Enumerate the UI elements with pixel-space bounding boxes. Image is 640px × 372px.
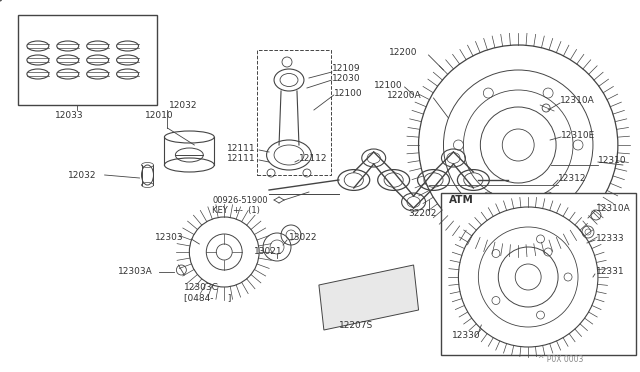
Bar <box>18 15 157 105</box>
Text: ATM: ATM <box>449 195 474 205</box>
Text: 12111: 12111 <box>227 154 256 163</box>
Text: 12310A: 12310A <box>560 96 595 105</box>
Text: 12033: 12033 <box>55 110 83 119</box>
Text: 12010: 12010 <box>145 110 173 119</box>
Text: 12030: 12030 <box>332 74 360 83</box>
Text: 12310A: 12310A <box>596 203 630 212</box>
Text: [0484-     ]: [0484- ] <box>184 294 232 302</box>
Text: 12312: 12312 <box>558 173 587 183</box>
Text: 12109: 12109 <box>332 64 360 73</box>
Text: 12100: 12100 <box>334 89 362 97</box>
Text: 13022: 13022 <box>289 232 317 241</box>
Text: 12303C: 12303C <box>184 283 220 292</box>
Bar <box>442 193 636 355</box>
Text: 12100: 12100 <box>374 80 403 90</box>
Text: 12331: 12331 <box>596 267 625 276</box>
Text: 12310: 12310 <box>598 155 627 164</box>
Text: 12333: 12333 <box>596 234 625 243</box>
Bar <box>257 50 331 175</box>
Text: 12207S: 12207S <box>339 321 373 330</box>
Text: 12112: 12112 <box>299 154 328 163</box>
Polygon shape <box>319 265 419 330</box>
Text: 00926-51900: 00926-51900 <box>212 196 268 205</box>
Text: 12303A: 12303A <box>118 267 152 276</box>
Text: 12200: 12200 <box>388 48 417 57</box>
Text: 12111: 12111 <box>227 144 256 153</box>
Text: 32202: 32202 <box>408 208 437 218</box>
Text: 12303: 12303 <box>154 232 183 241</box>
Text: KEY  +-  (1): KEY +- (1) <box>212 205 260 215</box>
Text: ^ P0X 0003: ^ P0X 0003 <box>538 356 584 365</box>
Text: 13021: 13021 <box>254 247 283 257</box>
Text: 12032: 12032 <box>68 170 96 180</box>
Text: 12330: 12330 <box>452 330 481 340</box>
Text: 12032: 12032 <box>170 100 198 109</box>
Text: 12200A: 12200A <box>387 90 421 99</box>
Text: 12310E: 12310E <box>561 131 595 140</box>
